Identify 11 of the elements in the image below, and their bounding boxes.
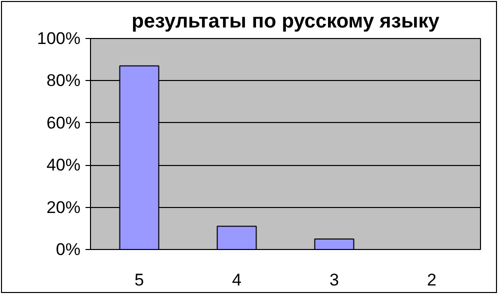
y-tick-label: 60%: [46, 113, 81, 132]
x-tick-label: 5: [134, 270, 144, 290]
chart-title: результаты по русскому языку: [132, 10, 440, 32]
y-tick-label: 80%: [46, 71, 81, 90]
y-tick-label: 0%: [56, 240, 81, 259]
x-tick-label: 3: [330, 270, 339, 290]
x-tick-label: 2: [427, 270, 436, 290]
y-tick-label: 20%: [46, 198, 81, 217]
x-tick-label: 4: [232, 270, 242, 290]
y-tick-label: 40%: [46, 156, 81, 175]
y-tick-label: 100%: [37, 29, 81, 48]
